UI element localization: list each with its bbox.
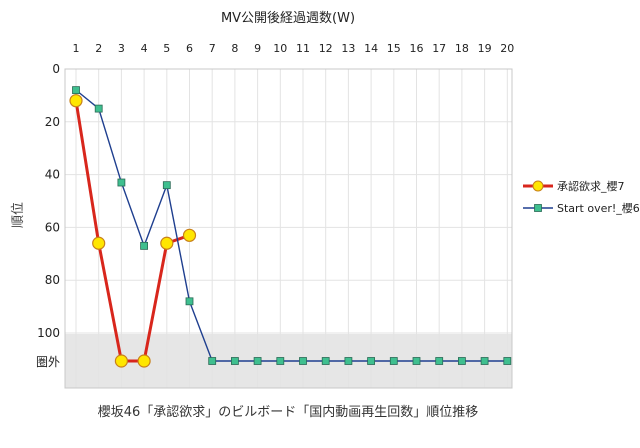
- legend-marker: [532, 180, 544, 192]
- x-tick-label: 11: [296, 42, 310, 55]
- x-tick-label: 5: [163, 42, 170, 55]
- legend-item: Start over!_櫻6: [523, 201, 640, 215]
- data-point: [92, 236, 106, 250]
- legend-label: 承認欲求_櫻7: [557, 179, 625, 193]
- data-point: [160, 236, 174, 250]
- data-point: [503, 357, 512, 365]
- x-tick-label: 19: [478, 42, 492, 55]
- x-tick-label: 17: [432, 42, 446, 55]
- data-point: [69, 94, 83, 108]
- data-point: [253, 357, 262, 365]
- x-tick-label: 6: [186, 42, 193, 55]
- x-tick-label: 20: [500, 42, 514, 55]
- x-tick-label: 10: [273, 42, 287, 55]
- data-point: [137, 354, 151, 368]
- x-tick-label: 8: [231, 42, 238, 55]
- y-tick-label: 40: [45, 168, 60, 182]
- data-point: [389, 357, 398, 365]
- data-point: [299, 357, 307, 365]
- chart-caption: 櫻坂46「承認欲求」のビルボード「国内動画再生回数」順位推移: [98, 404, 479, 420]
- x-tick-label: 7: [209, 42, 216, 55]
- data-point: [276, 357, 285, 365]
- legend-item: 承認欲求_櫻7: [523, 179, 625, 193]
- x-tick-label: 16: [410, 42, 424, 55]
- data-point: [117, 178, 126, 187]
- series-1: [69, 94, 197, 368]
- series-layer: [69, 86, 512, 368]
- y-tick-label: 100: [37, 326, 60, 340]
- x-axis-title: MV公開後経過週数(W): [221, 11, 355, 26]
- x-tick-label: 3: [118, 42, 125, 55]
- data-point: [457, 357, 466, 365]
- data-point: [140, 241, 149, 250]
- data-point: [185, 297, 194, 306]
- data-point: [230, 357, 239, 365]
- series-line: [74, 100, 190, 363]
- x-tick-label: 15: [387, 42, 401, 55]
- data-point: [480, 357, 489, 365]
- legend: 承認欲求_櫻7 Start over!_櫻6: [523, 179, 640, 215]
- x-tick-label: 1: [73, 42, 80, 55]
- x-tick-label: 9: [254, 42, 261, 55]
- data-point: [72, 86, 80, 95]
- data-point: [435, 357, 444, 365]
- data-point: [114, 354, 129, 368]
- x-tick-label: 12: [319, 42, 333, 55]
- y-tick-labels: 0 20 40 60 80 100: [37, 62, 60, 340]
- x-tick-labels: 1 2 3 4 5 6 7 8 9 10 11 12 13 14 15 16 17 18 19 20: [73, 42, 515, 55]
- y-tick-label: 0: [52, 62, 60, 76]
- x-tick-label: 4: [141, 42, 148, 55]
- x-tick-label: 14: [364, 42, 378, 55]
- x-tick-label: 18: [455, 42, 469, 55]
- data-point: [162, 181, 171, 190]
- data-point: [321, 357, 330, 365]
- series-line: [75, 89, 508, 362]
- legend-label: Start over!_櫻6: [557, 201, 640, 215]
- y-tick-label: 20: [45, 115, 60, 129]
- data-point: [344, 357, 353, 365]
- data-point: [94, 104, 103, 113]
- data-point: [412, 357, 421, 365]
- series-2: [72, 86, 512, 365]
- y-tick-label: 60: [45, 220, 60, 234]
- plot-area-frame: [64, 68, 513, 389]
- y-tick-out-of-chart: 圏外: [36, 355, 60, 369]
- gridlines: [65, 68, 512, 388]
- x-tick-label: 13: [341, 42, 355, 55]
- x-tick-label: 2: [95, 42, 102, 55]
- legend-marker: [534, 204, 542, 212]
- data-point: [182, 228, 197, 242]
- data-point: [208, 357, 217, 365]
- y-tick-label: 80: [45, 273, 60, 287]
- data-point: [367, 357, 376, 365]
- y-axis-label: 順位: [11, 202, 26, 228]
